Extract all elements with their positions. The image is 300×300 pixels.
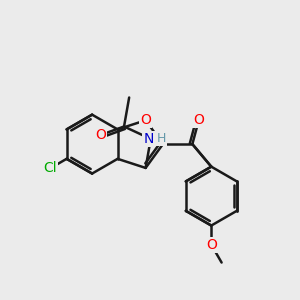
Text: O: O <box>95 128 106 142</box>
Text: O: O <box>194 113 204 127</box>
Text: N: N <box>143 132 154 146</box>
Text: O: O <box>206 238 217 252</box>
Text: O: O <box>140 113 151 127</box>
Text: H: H <box>156 132 166 146</box>
Text: Cl: Cl <box>43 161 57 176</box>
